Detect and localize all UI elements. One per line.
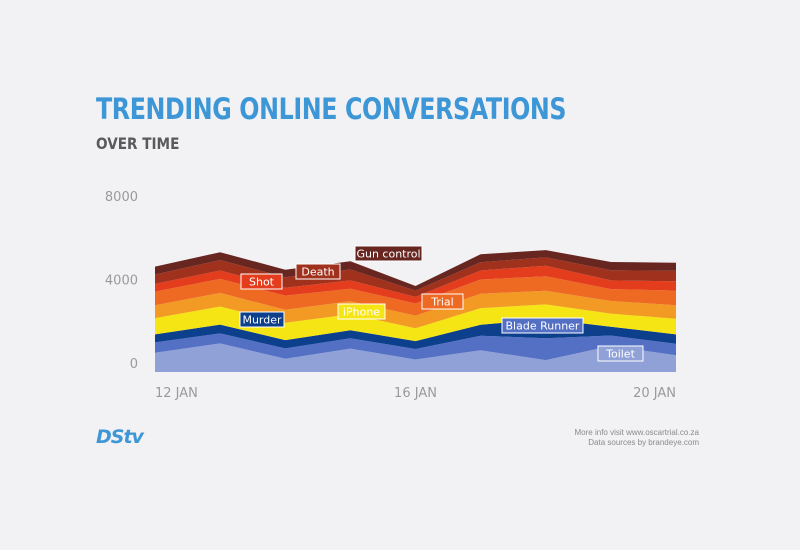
area-shot	[155, 290, 676, 329]
area-death	[155, 265, 676, 304]
x-tick-label: 20 JAN	[633, 386, 676, 401]
svg-text:Murder: Murder	[242, 314, 282, 327]
svg-text:Gun control: Gun control	[356, 248, 420, 261]
chart-subtitle: OVER TIME	[96, 134, 180, 153]
label-death: Death	[295, 263, 341, 280]
label-shot: Shot	[240, 273, 283, 290]
area-iphone	[155, 304, 676, 342]
area-top-band	[155, 250, 676, 291]
label-iphone: iPhone	[337, 303, 386, 320]
x-axis-ticks: 12 JAN 16 JAN 20 JAN	[155, 386, 676, 401]
area-gun-control	[155, 257, 676, 297]
x-tick-label: 16 JAN	[394, 386, 437, 401]
svg-text:Death: Death	[301, 266, 334, 279]
area-toilet	[155, 343, 676, 372]
label-blade-runner: Blade Runner	[501, 317, 584, 334]
svg-text:Toilet: Toilet	[605, 348, 635, 361]
series-labels: Gun control Death Shot Trial iPhone Murder Bla…	[239, 245, 644, 362]
svg-text:Blade Runner: Blade Runner	[506, 320, 580, 333]
svg-text:Trial: Trial	[430, 296, 453, 309]
label-trial: Trial	[421, 293, 464, 310]
label-toilet: Toilet	[597, 345, 644, 362]
dstv-logo: DStv	[96, 426, 144, 448]
area-trial	[155, 276, 676, 316]
y-tick-label: 0	[130, 357, 138, 372]
svg-text:iPhone: iPhone	[343, 306, 380, 319]
area-blade-runner	[155, 333, 676, 361]
footer-data-sources: Data sources by brandeye.com	[588, 438, 699, 447]
y-axis-ticks: 0 4000 8000	[105, 190, 138, 372]
footer-credits: More info visit www.oscartrial.co.za Dat…	[575, 428, 699, 448]
x-tick-label: 12 JAN	[155, 386, 198, 401]
label-murder: Murder	[239, 311, 285, 328]
y-tick-label: 4000	[105, 274, 138, 289]
label-gun-control: Gun control	[354, 245, 423, 262]
footer-more-info: More info visit www.oscartrial.co.za	[574, 428, 699, 437]
svg-text:Shot: Shot	[249, 276, 275, 289]
chart-title: TRENDING ONLINE CONVERSATIONS	[96, 92, 567, 126]
y-tick-label: 8000	[105, 190, 138, 205]
